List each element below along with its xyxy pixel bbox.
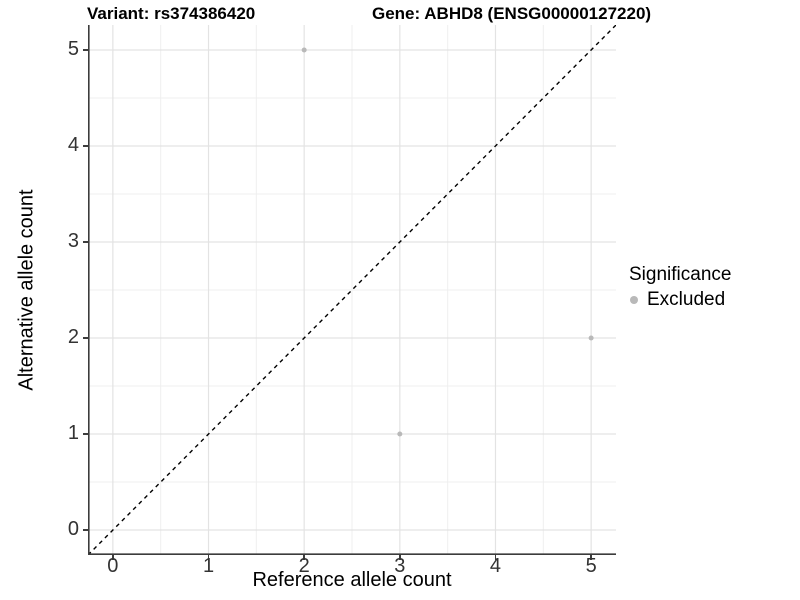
- y-tick-mark: [83, 529, 88, 531]
- x-tick-mark: [303, 555, 305, 560]
- y-tick-label: 2: [67, 326, 79, 348]
- y-tick-label: 4: [67, 133, 79, 156]
- x-tick-mark: [494, 555, 497, 560]
- x-tick-label: 2: [298, 555, 310, 577]
- y-tick-label: 5: [67, 37, 79, 60]
- data-point: [301, 47, 307, 53]
- x-axis-title: Reference allele count: [252, 569, 452, 591]
- legend-item-label: Excluded: [647, 289, 726, 310]
- chart-canvas: [88, 25, 616, 555]
- y-tick-mark: [83, 337, 88, 339]
- y-tick-label: 3: [67, 229, 79, 252]
- x-tick-label: 1: [202, 555, 215, 577]
- x-tick-label: 5: [585, 555, 597, 577]
- y-tick-label: 1: [67, 422, 79, 445]
- x-tick-mark: [112, 555, 114, 560]
- x-tick-label: 4: [489, 555, 502, 577]
- x-tick-label: 0: [107, 555, 119, 577]
- legend-point-icon: [630, 296, 638, 304]
- legend-item-excluded: Excluded: [629, 289, 731, 311]
- legend-title: Significance: [629, 264, 732, 285]
- y-tick-label: 0: [67, 518, 79, 541]
- data-point: [397, 431, 403, 437]
- x-tick-mark: [590, 555, 592, 560]
- chart-panel: [88, 25, 616, 555]
- data-point: [588, 335, 594, 341]
- x-tick-mark: [399, 555, 401, 560]
- y-tick-mark: [83, 433, 88, 435]
- plot-title-variant: Variant: rs374386420: [87, 4, 256, 23]
- y-axis-title: Alternative allele count: [15, 189, 38, 391]
- y-tick-mark: [83, 145, 88, 147]
- y-tick-mark: [83, 241, 88, 243]
- plot-title-gene: Gene: ABHD8 (ENSG00000127220): [372, 4, 652, 23]
- legend: Significance Excluded: [629, 264, 731, 311]
- y-tick-mark: [83, 49, 88, 51]
- x-tick-label: 3: [394, 555, 406, 577]
- x-tick-mark: [207, 555, 210, 560]
